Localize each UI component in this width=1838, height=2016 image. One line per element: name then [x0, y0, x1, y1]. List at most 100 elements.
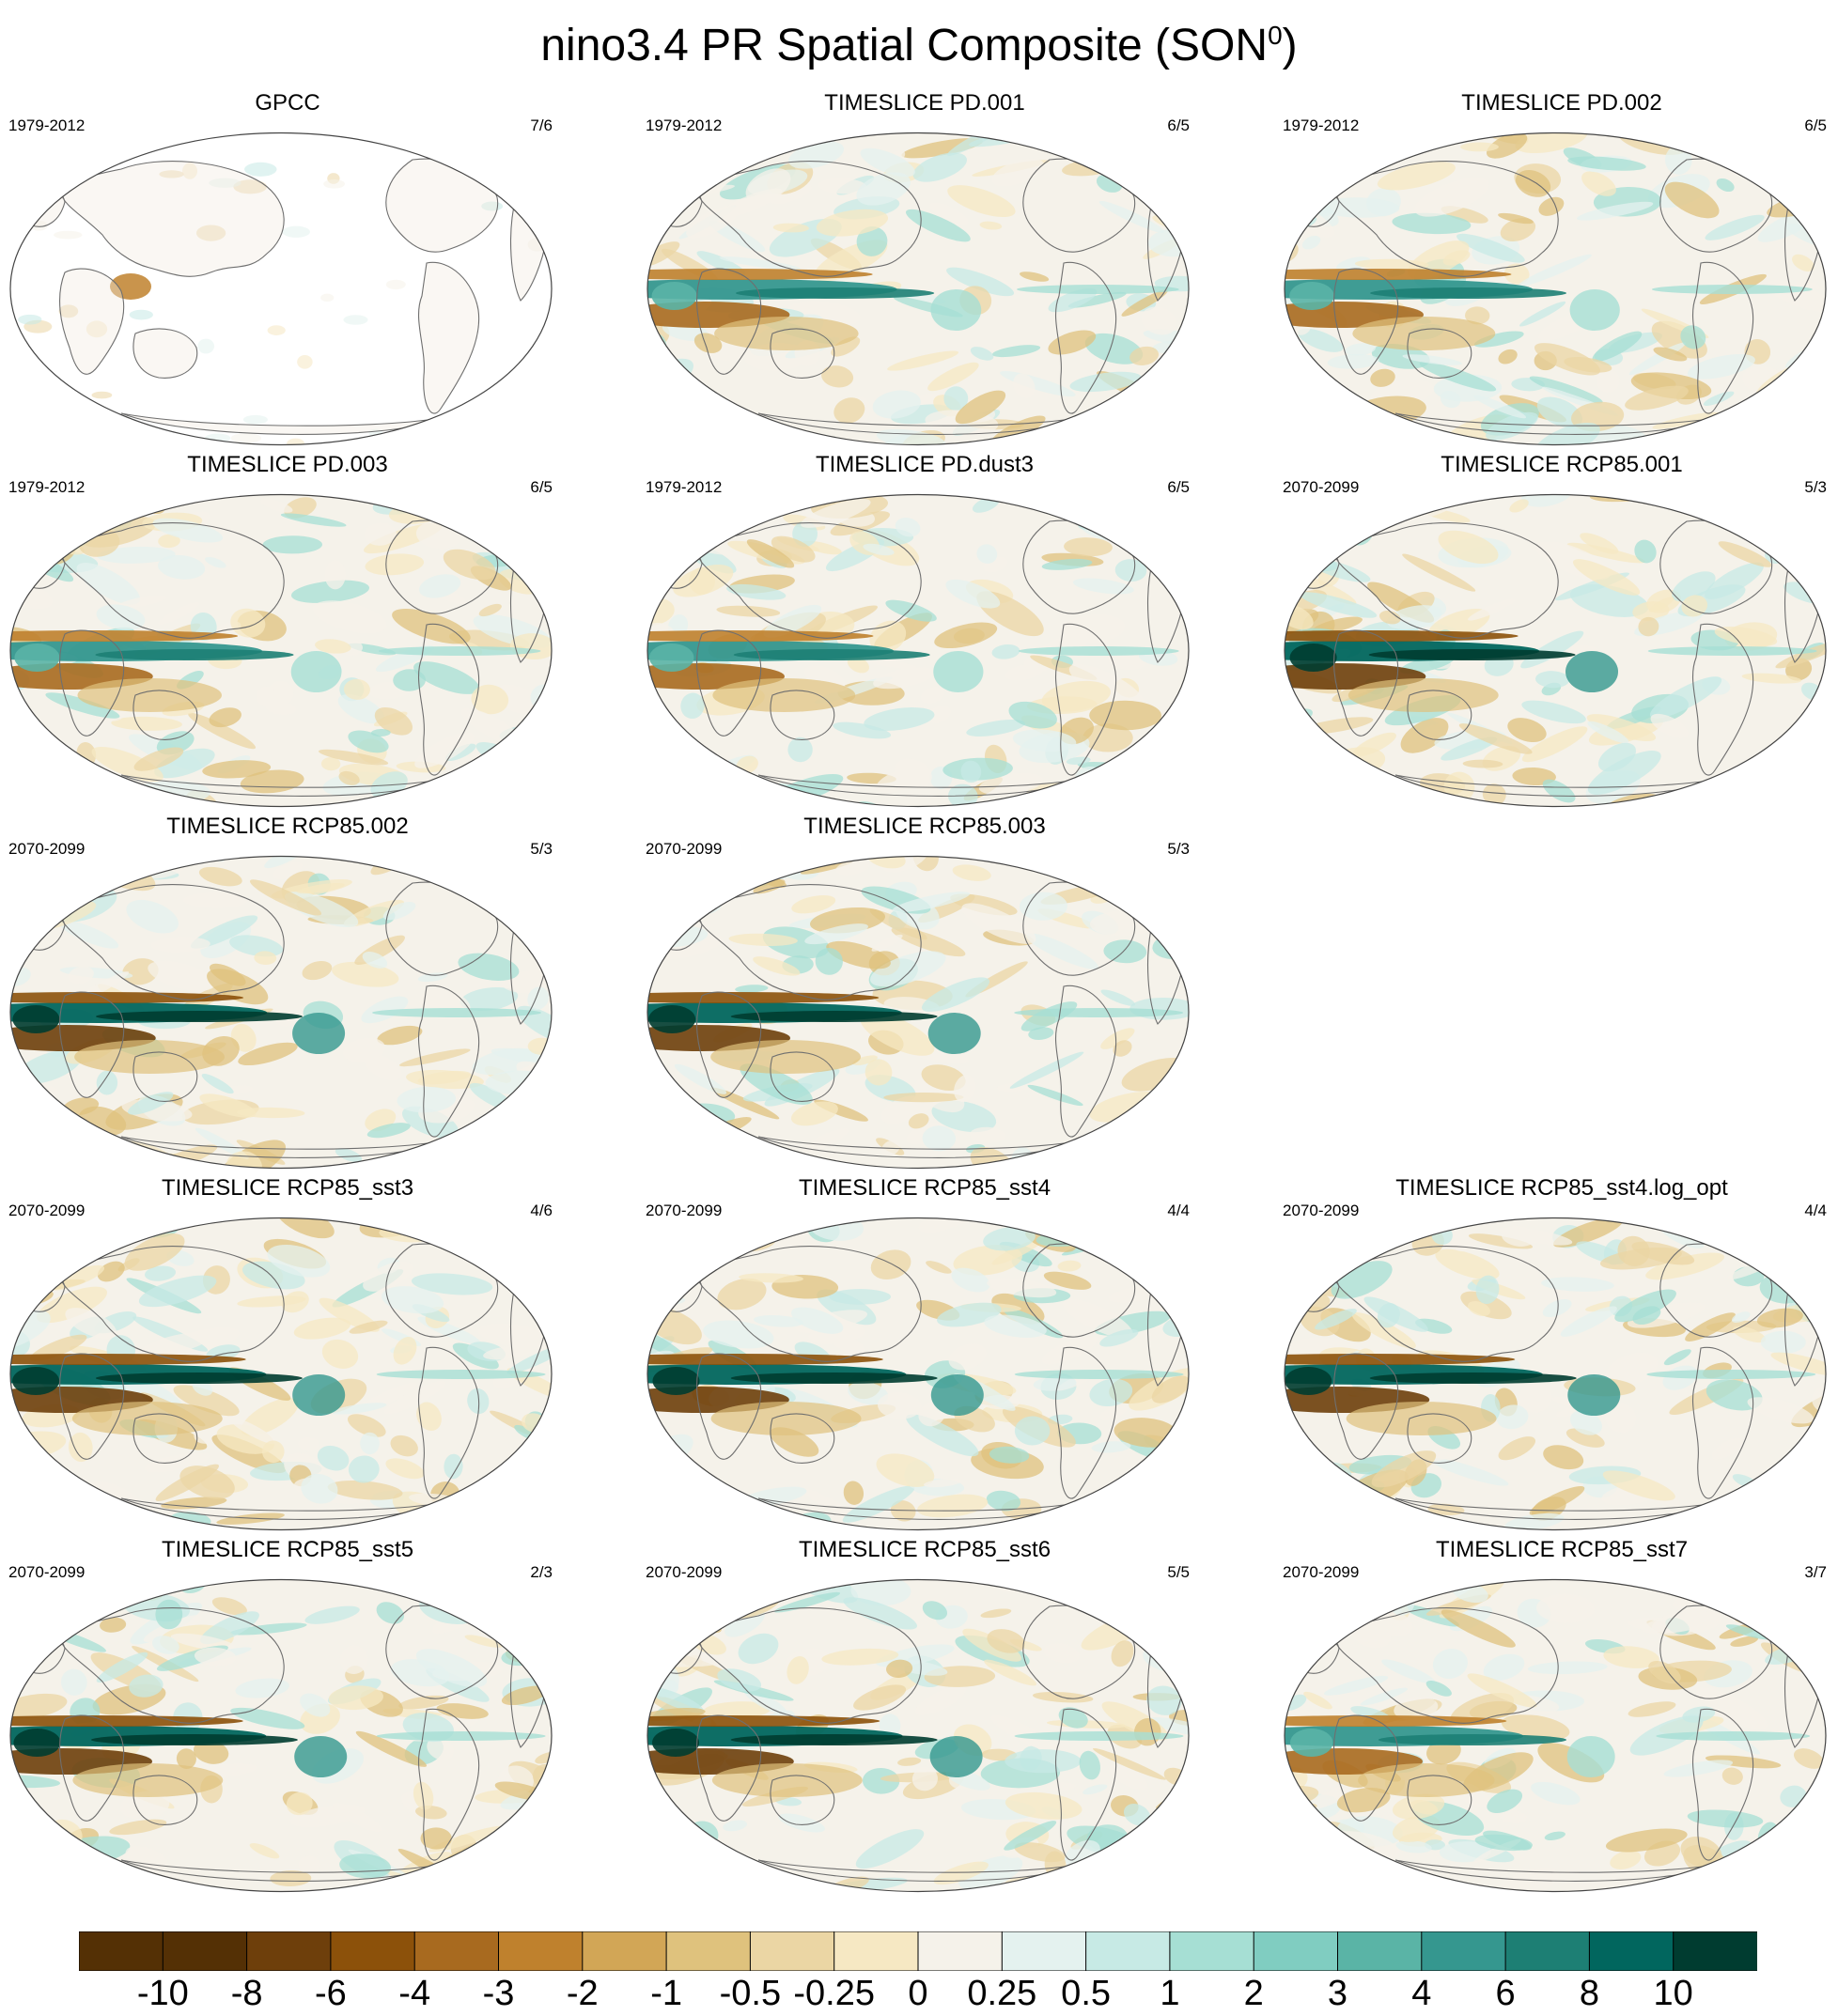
- anomaly-patch: [197, 338, 215, 354]
- anomaly-patch: [91, 391, 113, 399]
- anomaly-patch: [497, 1151, 552, 1169]
- anomaly-patch: [1586, 714, 1657, 742]
- anomaly-patch: [821, 1648, 899, 1666]
- anomaly-patch: [522, 1821, 552, 1837]
- anomaly-patch: [1672, 571, 1716, 602]
- colorbar-box: [498, 1931, 584, 1971]
- panel-count: 5/5: [1167, 1563, 1190, 1581]
- panel-period: 1979-2012: [8, 116, 86, 134]
- anomaly-patch: [420, 1827, 452, 1850]
- anomaly-patch: [1297, 328, 1344, 352]
- anomaly-patch: [955, 390, 1006, 425]
- anomaly-patch: [1402, 354, 1462, 365]
- anomaly-patch: [1714, 626, 1778, 647]
- anomaly-patch: [384, 1381, 446, 1415]
- coastline: [696, 1714, 762, 1822]
- panel-title: TIMESLICE RCP85_sst5: [161, 1537, 414, 1562]
- anomaly-patch: [1146, 1685, 1182, 1715]
- enso-band: [730, 1372, 938, 1384]
- coastline: [770, 1413, 835, 1464]
- map-border: [646, 132, 1190, 446]
- anomaly-patch: [460, 501, 537, 537]
- anomaly-patch: [10, 521, 48, 551]
- enso-band: [376, 1370, 546, 1379]
- anomaly-patch: [1564, 356, 1612, 373]
- enso-band: [372, 1008, 542, 1017]
- anomaly-patch: [980, 1608, 1012, 1619]
- anomaly-patch: [1084, 333, 1144, 364]
- anomaly-patch: [1664, 181, 1720, 219]
- anomaly-patch: [10, 1267, 43, 1289]
- anomaly-patch: [1371, 1450, 1437, 1488]
- enso-band: [292, 1013, 346, 1054]
- anomaly-patch: [923, 1478, 962, 1488]
- anomaly-patch: [158, 554, 206, 580]
- anomaly-patch: [36, 1286, 108, 1324]
- anomaly-patch: [478, 603, 502, 617]
- map-plot: [9, 855, 553, 1170]
- anomaly-patch: [1503, 263, 1530, 285]
- anomaly-patch: [864, 1059, 893, 1086]
- anomaly-patch: [717, 1278, 767, 1310]
- anomaly-patch: [908, 1113, 929, 1129]
- enso-band: [1018, 646, 1179, 656]
- anomaly-patch: [952, 864, 991, 881]
- anomaly-patch: [503, 1835, 552, 1854]
- colorbar-box: [1504, 1931, 1591, 1971]
- panel-count: 2/3: [530, 1563, 553, 1581]
- anomaly-patch: [1439, 1841, 1491, 1863]
- anomaly-patch: [415, 1649, 488, 1688]
- anomaly-patch: [195, 1127, 249, 1159]
- anomaly-patch: [201, 1074, 234, 1094]
- anomaly-patch: [665, 1579, 714, 1600]
- anomaly-patch: [1068, 1865, 1104, 1884]
- anomaly-patch: [1664, 1880, 1687, 1892]
- anomaly-patch: [855, 1829, 925, 1869]
- anomaly-patch: [953, 1245, 1022, 1276]
- map-panel: TIMESLICE RCP85_sst6 2070-2099 5/5: [637, 1537, 1212, 1894]
- anomaly-patch: [475, 503, 549, 519]
- coastline: [770, 1051, 835, 1102]
- anomaly-patch: [1527, 1661, 1608, 1675]
- anomaly-patch: [1779, 1221, 1799, 1238]
- enso-band: [1014, 1008, 1184, 1017]
- colorbar-tick-label: 10: [1653, 1974, 1693, 2013]
- anomaly-patch: [689, 1593, 708, 1609]
- anomaly-patch: [1121, 136, 1181, 163]
- enso-band: [1016, 285, 1179, 294]
- anomaly-patch: [1148, 1717, 1189, 1737]
- anomaly-patch: [773, 1591, 841, 1613]
- anomaly-patch: [479, 1486, 550, 1507]
- anomaly-patch: [1756, 1308, 1803, 1328]
- panel-count: 4/6: [530, 1202, 553, 1219]
- anomaly-patch: [1363, 1296, 1428, 1332]
- anomaly-patch: [763, 604, 822, 638]
- colorbar-box: [246, 1931, 332, 1971]
- anomaly-patch: [856, 225, 888, 256]
- enso-band: [647, 1715, 880, 1727]
- anomaly-patch: [1542, 1298, 1572, 1318]
- anomaly-patch: [1381, 1659, 1436, 1684]
- colorbar-tick-label: 0.25: [967, 1974, 1037, 2013]
- anomaly-patch: [922, 1601, 948, 1621]
- anomaly-patch: [364, 1054, 402, 1081]
- anomaly-patch: [1663, 1760, 1734, 1777]
- anomaly-patch: [870, 1249, 911, 1280]
- panel-count: 4/4: [1167, 1202, 1190, 1219]
- anomaly-patch: [327, 1480, 403, 1500]
- anomaly-patch: [1599, 1247, 1682, 1270]
- enso-band: [1656, 1731, 1811, 1741]
- panel-period: 2070-2099: [8, 840, 86, 858]
- anomaly-patch: [769, 856, 798, 874]
- anomaly-patch: [17, 1131, 60, 1146]
- anomaly-patch: [1004, 1821, 1057, 1851]
- anomaly-patch: [397, 1086, 457, 1113]
- anomaly-patch: [927, 362, 979, 392]
- anomaly-patch: [143, 1615, 203, 1643]
- enso-band: [1352, 317, 1496, 350]
- anomaly-patch: [1687, 353, 1755, 380]
- colorbar-box: [1673, 1931, 1757, 1971]
- anomaly-patch: [723, 1820, 748, 1832]
- anomaly-patch: [230, 433, 262, 443]
- anomaly-patch: [1758, 174, 1801, 188]
